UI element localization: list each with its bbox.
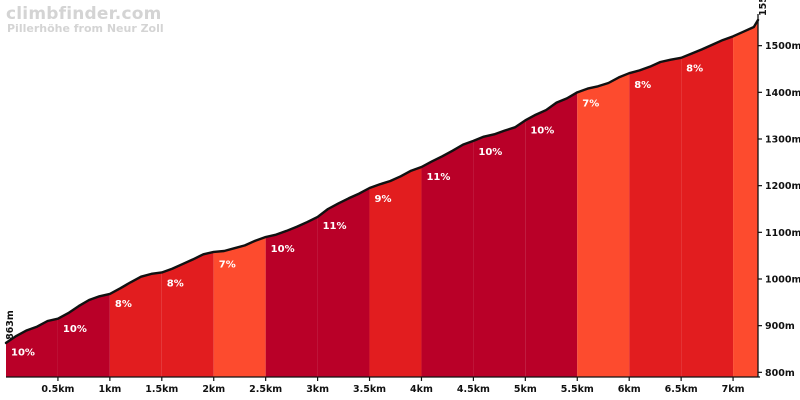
y-tick-label-2: 1000m — [765, 275, 800, 286]
gradient-segment-3 — [161, 251, 214, 377]
x-tick-label-11: 6km — [618, 384, 641, 395]
gradient-label-7: 9% — [375, 194, 392, 205]
gradient-label-4: 7% — [219, 259, 236, 270]
gradient-segment-14 — [733, 20, 758, 377]
x-tick-label-2: 1.5km — [145, 384, 178, 395]
gradient-segments — [6, 20, 758, 378]
end-elevation-label: 1555m — [758, 0, 769, 16]
gradient-labels: 10% 10% 8% 8% 7% 10% 11% 9% 11% 10% 10% 7% 8% 8% — [11, 64, 703, 359]
gradient-label-5: 10% — [271, 244, 295, 255]
x-tick-label-6: 3.5km — [353, 384, 386, 395]
y-tick-label-6: 1400m — [765, 88, 800, 99]
gradient-label-1: 10% — [63, 324, 87, 335]
edge-labels: 863m 1555m — [5, 0, 769, 340]
brand-logo-text: climbfinder.com — [6, 4, 162, 24]
gradient-label-11: 7% — [582, 98, 599, 109]
gradient-segment-10 — [525, 92, 578, 377]
gradient-segment-4 — [213, 237, 266, 377]
gradient-segment-6 — [317, 188, 370, 377]
x-tick-label-10: 5.5km — [561, 384, 594, 395]
gradient-segment-13 — [681, 36, 734, 377]
gradient-segment-8 — [421, 140, 474, 377]
x-tick-label-0: 0.5km — [41, 384, 74, 395]
gradient-label-9: 10% — [478, 147, 502, 158]
gradient-segment-1 — [57, 293, 110, 377]
gradient-label-3: 8% — [167, 279, 184, 290]
gradient-label-8: 11% — [426, 172, 450, 183]
profile-line-group — [4, 18, 760, 345]
gradient-label-6: 11% — [323, 221, 347, 232]
x-tick-label-8: 4.5km — [457, 384, 490, 395]
gradient-segment-0 — [6, 318, 58, 377]
x-axis: 0.5km 1km 1.5km 2km 2.5km 3km 3.5km 4km 4.5km 5km… — [6, 376, 760, 395]
gradient-segment-11 — [577, 73, 630, 377]
x-tick-label-4: 2.5km — [249, 384, 282, 395]
x-tick-label-12: 6.5km — [665, 384, 698, 395]
start-elevation-label: 863m — [5, 310, 16, 340]
x-tick-label-7: 4km — [410, 384, 433, 395]
gradient-segment-5 — [265, 216, 318, 377]
chart-subtitle: Pillerhöhe from Neur Zoll — [7, 22, 164, 35]
y-tick-label-4: 1200m — [765, 181, 800, 192]
gradient-segment-9 — [473, 120, 526, 377]
y-tick-label-5: 1300m — [765, 135, 800, 146]
gradient-label-10: 10% — [530, 126, 554, 137]
x-tick-label-13: 7km — [722, 384, 745, 395]
profile-line — [4, 18, 760, 345]
x-tick-label-1: 1km — [98, 384, 121, 395]
gradient-segment-12 — [629, 57, 682, 378]
gradient-label-0: 10% — [11, 347, 35, 358]
gradient-segment-2 — [109, 272, 162, 377]
y-tick-label-1: 900m — [765, 321, 795, 332]
y-tick-label-7: 1500m — [765, 41, 800, 52]
x-tick-label-3: 2km — [202, 384, 225, 395]
gradient-label-2: 8% — [115, 299, 132, 310]
gradient-segment-7 — [369, 167, 422, 377]
x-tick-label-5: 3km — [306, 384, 329, 395]
y-tick-label-3: 1100m — [765, 228, 800, 239]
gradient-label-12: 8% — [634, 80, 651, 91]
y-axis: 800m 900m 1000m 1100m 1200m 1300m 1400m 1500m — [757, 14, 800, 379]
gradient-label-13: 8% — [686, 64, 703, 75]
y-tick-label-0: 800m — [765, 368, 795, 379]
x-tick-label-9: 5km — [514, 384, 537, 395]
